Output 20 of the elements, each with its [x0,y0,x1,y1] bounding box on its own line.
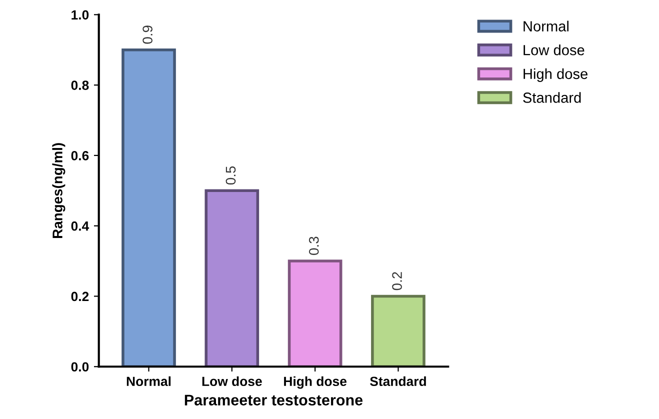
data-label: 0.9 [142,26,152,44]
y-tick-label: 0.2 [71,292,89,302]
x-axis-title: Parameeter testosterone [184,394,363,406]
legend-label: Standard [523,92,581,103]
data-label: 0.3 [308,236,319,255]
y-axis-title: Ranges(ng/ml) [52,143,66,238]
y-tick-label: 0.8 [71,80,89,90]
legend-label: Normal [524,20,568,32]
x-tick-label: High dose [284,376,347,389]
x-tick-label: Low dose [202,376,262,386]
y-tick-label: 1.0 [72,10,89,20]
legend-label: Low dose [524,44,584,56]
data-label: 0.5 [226,166,236,185]
x-tick-label: Standard [370,376,426,386]
y-tick-label: 0.0 [71,362,89,372]
y-tick-label: 0.6 [71,151,89,160]
x-tick-label: Normal [126,376,171,386]
data-label: 0.2 [392,272,402,290]
y-tick-label: 0.4 [71,221,90,231]
legend-label: High dose [524,68,588,82]
